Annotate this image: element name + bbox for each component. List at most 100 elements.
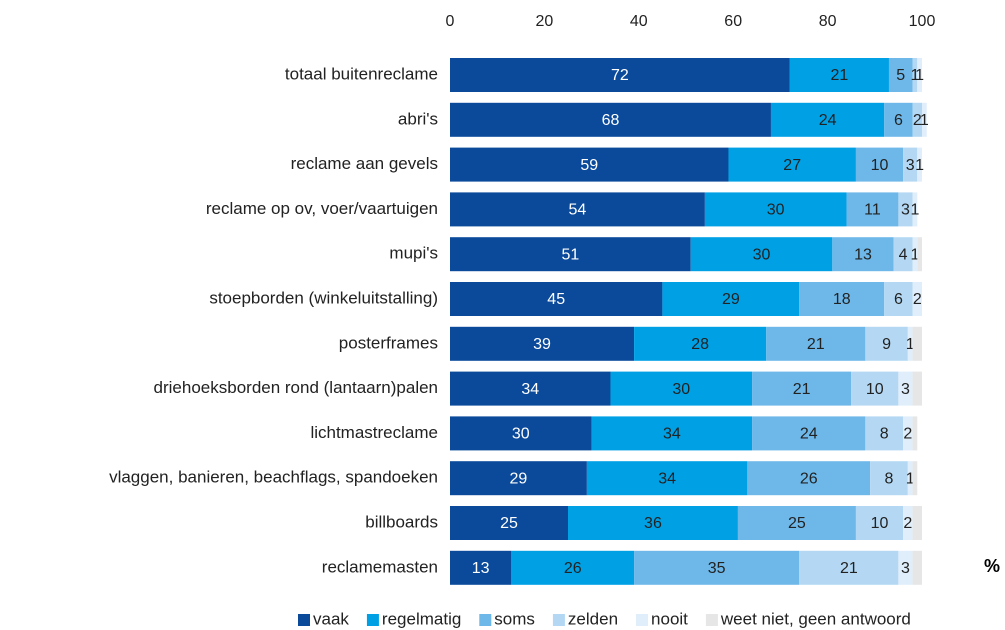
data-label: 21 (831, 67, 849, 84)
data-label: 27 (783, 157, 801, 174)
bar-segment (799, 282, 885, 316)
data-label: 36 (644, 515, 662, 532)
data-label: 4 (899, 246, 908, 263)
bar-segment (912, 506, 922, 540)
data-label: 34 (663, 426, 681, 443)
data-label: 10 (866, 381, 884, 398)
data-label: 3 (901, 560, 910, 577)
bar-segment (912, 58, 918, 92)
bar-segment (898, 192, 913, 227)
bar-segment (766, 326, 866, 361)
x-tick-label: 100 (909, 13, 936, 30)
bar-segment (832, 237, 894, 272)
data-label: 30 (753, 246, 771, 263)
bar-segment (690, 237, 833, 272)
bar-segment (704, 192, 847, 227)
bar-segment (907, 461, 913, 496)
data-label: 59 (580, 157, 598, 174)
bar-segment (912, 192, 918, 227)
category-label: stoepborden (winkeluitstalling) (209, 288, 438, 307)
data-label: 24 (800, 426, 818, 443)
bar-segment (917, 58, 922, 92)
bar-segment (912, 282, 922, 316)
data-label: 10 (871, 157, 889, 174)
bar-segment (903, 506, 913, 540)
data-label: 6 (894, 112, 903, 129)
bar-segment (846, 192, 899, 227)
data-label: 1 (915, 67, 924, 84)
data-label: 26 (800, 470, 818, 487)
data-label: 51 (561, 246, 579, 263)
bar-segment (851, 371, 899, 406)
data-label: 2 (913, 291, 922, 308)
bar-segment (912, 461, 918, 496)
legend-label: zelden (568, 609, 618, 628)
data-label: 21 (807, 336, 825, 353)
x-tick-label: 20 (536, 13, 554, 30)
x-tick-label: 40 (630, 13, 648, 30)
bar-segment (912, 102, 922, 137)
bar-segment (865, 326, 908, 361)
data-label: 25 (788, 515, 806, 532)
bar-segment (898, 550, 913, 585)
data-label: 45 (547, 291, 565, 308)
data-label: 25 (500, 515, 518, 532)
data-label: 21 (840, 560, 858, 577)
data-label: 6 (894, 291, 903, 308)
category-label: posterframes (339, 333, 438, 352)
data-label: 1 (920, 112, 929, 129)
bar-segment (903, 416, 913, 451)
bar-segment (450, 102, 771, 137)
bar-segment (737, 506, 856, 540)
legend-swatch (636, 614, 649, 626)
bar-segment (855, 506, 904, 540)
bar-segment (568, 506, 738, 540)
bar-segment (912, 371, 922, 406)
data-label: 34 (521, 381, 539, 398)
data-label: 9 (882, 336, 891, 353)
bar-segment (884, 102, 913, 137)
bar-segment (450, 416, 592, 451)
data-label: 21 (793, 381, 811, 398)
bar-segment (912, 237, 918, 272)
bar-segment (917, 237, 922, 272)
category-label: billboards (365, 512, 438, 531)
bar-segment (634, 550, 800, 585)
bar-segment (917, 147, 922, 182)
bar-segment (912, 326, 922, 361)
bar-segment (450, 506, 568, 540)
bar-segment (752, 371, 852, 406)
bar-segment (591, 416, 753, 451)
bar-segment (907, 326, 913, 361)
data-label: 34 (658, 470, 676, 487)
data-label: 2 (903, 426, 912, 443)
data-label: 29 (722, 291, 740, 308)
category-label: reclame op ov, voer/vaartuigen (206, 199, 438, 218)
category-label: reclame aan gevels (291, 154, 438, 173)
data-label: 1 (906, 336, 915, 353)
unit-label: % (984, 556, 1000, 576)
bar-segment (912, 550, 922, 585)
category-label: reclamemasten (322, 557, 438, 576)
data-label: 2 (913, 112, 922, 129)
data-label: 72 (611, 67, 629, 84)
bar-segment (450, 371, 611, 406)
bar-segment (922, 102, 927, 137)
data-label: 13 (472, 560, 490, 577)
data-label: 68 (602, 112, 620, 129)
bar-segment (799, 550, 899, 585)
bar-segment (870, 461, 908, 496)
bar-segment (789, 58, 889, 92)
data-label: 29 (510, 470, 528, 487)
bar-segment (450, 326, 635, 361)
data-label: 1 (910, 202, 919, 219)
data-label: 18 (833, 291, 851, 308)
legend-swatch (298, 614, 310, 626)
x-tick-label: 60 (724, 13, 742, 30)
x-tick-label: 0 (446, 13, 455, 30)
bar-segment (898, 371, 913, 406)
legend-label: nooit (651, 609, 688, 628)
bar-segment (450, 58, 790, 92)
data-label: 24 (819, 112, 837, 129)
bar-segment (586, 461, 748, 496)
